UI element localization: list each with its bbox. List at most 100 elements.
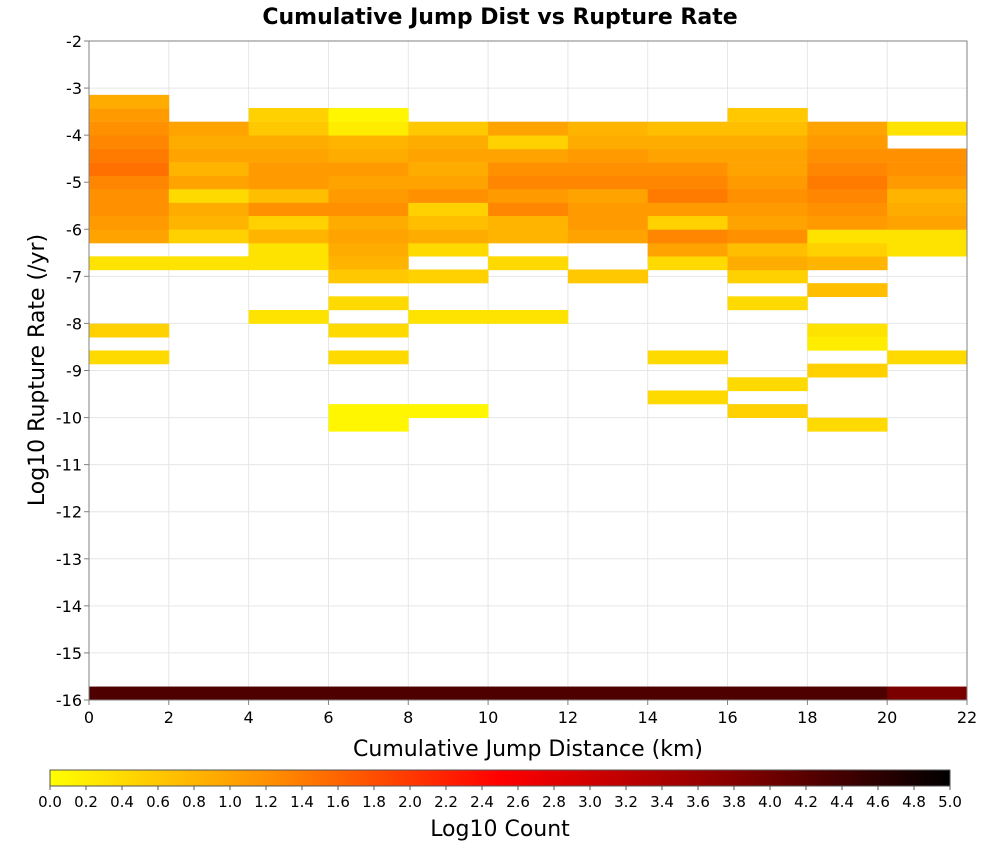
heatmap-cell <box>647 242 728 257</box>
heatmap-cell <box>887 189 968 203</box>
colorbar-tick-label: 1.0 <box>218 793 242 811</box>
heatmap-cell <box>567 121 649 136</box>
y-tick-label: -10 <box>56 409 82 428</box>
heatmap-cell <box>328 135 409 150</box>
x-tick-label: 14 <box>638 708 658 727</box>
heatmap-cell <box>248 309 329 324</box>
heatmap-cell <box>248 202 329 217</box>
heatmap-cell <box>887 242 968 257</box>
heatmap-cell <box>248 148 329 163</box>
x-tick-label: 22 <box>957 708 977 727</box>
heatmap-cell <box>89 229 170 244</box>
colorbar-tick-label: 3.6 <box>686 793 710 811</box>
colorbar-tick-label: 4.0 <box>758 793 782 811</box>
heatmap-cell <box>807 189 888 203</box>
heatmap-cell <box>248 686 329 701</box>
heatmap-cell <box>807 148 888 163</box>
heatmap-cell <box>727 215 808 230</box>
heatmap-cell <box>727 202 808 217</box>
colorbar-tick-label: 5.0 <box>938 793 962 811</box>
colorbar-tick-label: 4.4 <box>830 793 854 811</box>
heatmap-cell <box>488 256 569 271</box>
heatmap-cell <box>567 215 649 230</box>
chart-title: Cumulative Jump Dist vs Rupture Rate <box>262 5 737 30</box>
colorbar-tick-label: 3.2 <box>614 793 638 811</box>
heatmap-cell <box>647 202 728 217</box>
x-tick-label: 6 <box>323 708 333 727</box>
heatmap-cell <box>647 121 728 136</box>
heatmap-cell <box>488 175 569 190</box>
colorbar-tick-label: 1.4 <box>290 793 314 811</box>
heatmap-cell <box>328 121 409 136</box>
heatmap-cell <box>328 256 409 271</box>
heatmap-cell <box>89 686 170 701</box>
y-tick-label: -8 <box>66 314 82 333</box>
heatmap-cell <box>89 202 170 217</box>
heatmap-cell <box>807 229 888 244</box>
colorbar-tick-label: 1.8 <box>362 793 386 811</box>
heatmap-cell <box>488 121 569 136</box>
colorbar-tick-label: 2.6 <box>506 793 530 811</box>
y-tick-label: -7 <box>66 267 82 286</box>
heatmap-cell <box>727 175 808 190</box>
y-axis-label: Log10 Rupture Rate (/yr) <box>25 234 50 506</box>
heatmap-cells <box>89 94 968 701</box>
heatmap-cell <box>807 121 888 136</box>
heatmap-cell <box>328 202 409 217</box>
heatmap-cell <box>168 229 250 244</box>
colorbar-tick-label: 3.4 <box>650 793 674 811</box>
heatmap-cell <box>567 229 649 244</box>
heatmap-cell <box>567 686 649 701</box>
heatmap-cell <box>89 148 170 163</box>
colorbar-tick-label: 0.8 <box>182 793 206 811</box>
heatmap-cell <box>89 256 170 271</box>
y-tick-label: -2 <box>66 32 82 51</box>
heatmap-cell <box>727 121 808 136</box>
heatmap-cell <box>168 135 250 150</box>
heatmap-cell <box>887 121 968 136</box>
heatmap-cell <box>807 417 888 432</box>
heatmap-cell <box>807 363 888 378</box>
colorbar <box>49 769 951 787</box>
heatmap-cell <box>89 215 170 230</box>
heatmap-cell <box>807 336 888 351</box>
colorbar-tick-label: 2.2 <box>434 793 458 811</box>
heatmap-cell <box>807 686 888 701</box>
heatmap-cell <box>807 215 888 230</box>
y-tick-label: -15 <box>56 644 82 663</box>
heatmap-cell <box>488 162 569 177</box>
heatmap-cell <box>248 135 329 150</box>
colorbar-tick-label: 2.0 <box>398 793 422 811</box>
heatmap-cell <box>488 202 569 217</box>
colorbar-label: Log10 Count <box>430 817 570 842</box>
heatmap-cell <box>727 404 808 418</box>
heatmap-cell <box>328 350 409 365</box>
heatmap-cell <box>168 121 250 136</box>
heatmap-cell <box>727 135 808 150</box>
colorbar-ticks: 0.0 0.2 0.4 0.6 0.8 1.0 1.2 1.4 1.6 1.8 2.0 2.2 2.4 2… <box>38 786 962 811</box>
heatmap-cell <box>727 229 808 244</box>
colorbar-tick-label: 3.0 <box>578 793 602 811</box>
heatmap-cell <box>807 256 888 271</box>
heatmap-cell <box>807 242 888 257</box>
heatmap-cell <box>328 686 409 701</box>
heatmap-cell <box>887 686 968 701</box>
heatmap-cell <box>887 350 968 365</box>
y-tick-label: -6 <box>66 220 82 239</box>
heatmap-cell <box>488 148 569 163</box>
heatmap-cell <box>408 404 489 418</box>
x-tick-label: 16 <box>717 708 737 727</box>
colorbar-tick-label: 1.2 <box>254 793 278 811</box>
heatmap-cell <box>567 162 649 177</box>
heatmap-cell <box>727 296 808 311</box>
heatmap-cell <box>89 135 170 150</box>
x-tick-label: 12 <box>558 708 578 727</box>
y-tick-label: -13 <box>56 550 82 569</box>
heatmap-cell <box>248 242 329 257</box>
heatmap-cell <box>488 686 569 701</box>
heatmap-cell <box>647 189 728 203</box>
heatmap-cell <box>887 202 968 217</box>
y-tick-label: -5 <box>66 173 82 192</box>
y-tick-label: -9 <box>66 362 82 381</box>
heatmap-cell <box>488 215 569 230</box>
